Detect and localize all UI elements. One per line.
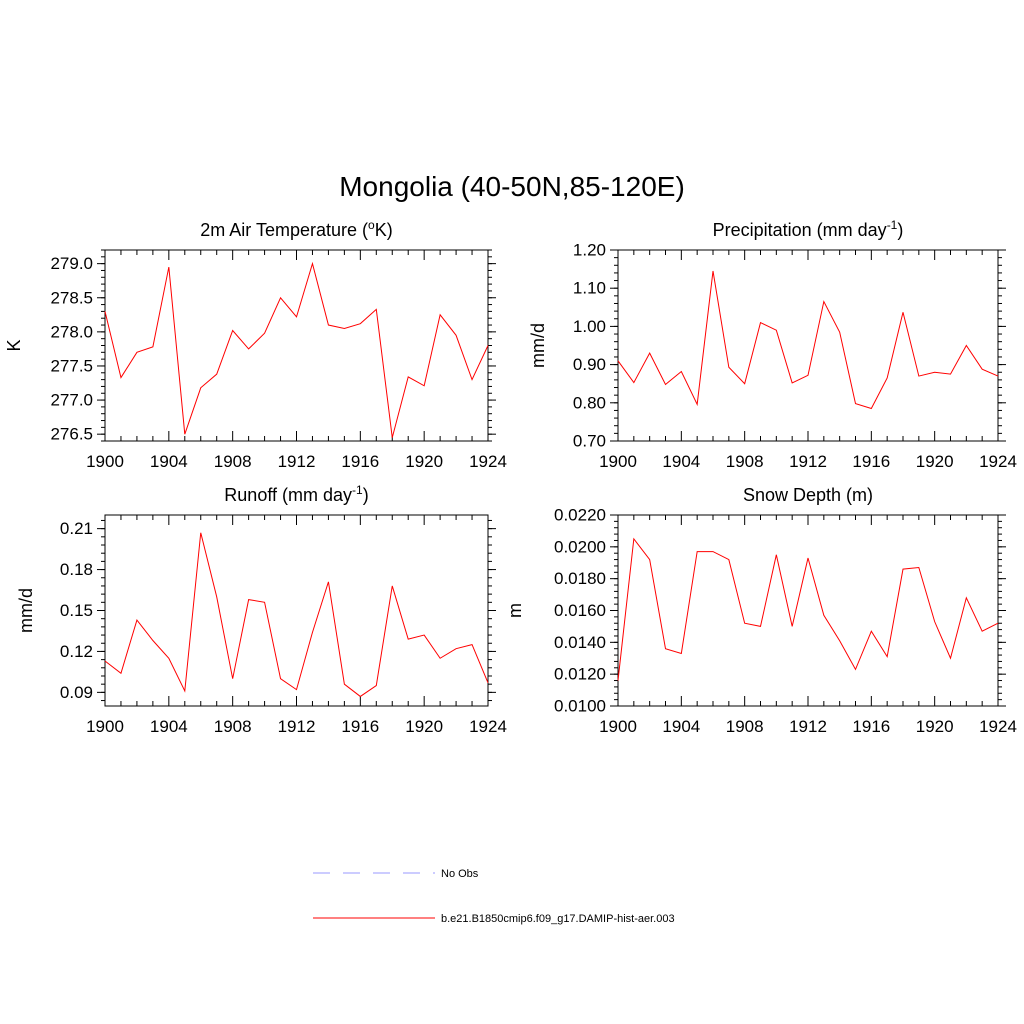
figure-title: Mongolia (40-50N,85-120E) [339, 171, 685, 202]
air-temperature-ylabel: K [4, 339, 24, 351]
snow-depth-ylabel: m [505, 603, 525, 618]
snow-depth-ytick-label: 0.0140 [554, 633, 606, 652]
air-temperature-title: 2m Air Temperature (oK) [200, 218, 392, 240]
snow-depth-ytick-label: 0.0120 [554, 665, 606, 684]
runoff-xtick-label: 1904 [150, 717, 188, 736]
air-temperature-ytick-label: 278.0 [50, 322, 93, 341]
legend-label-model: b.e21.B1850cmip6.f09_g17.DAMIP-hist-aer.… [441, 913, 675, 925]
precipitation-xtick-label: 1916 [852, 452, 890, 471]
runoff-series-line [104, 532, 489, 698]
precipitation-xtick-label: 1908 [726, 452, 764, 471]
runoff-title-sup: -1 [352, 483, 363, 497]
precipitation-xtick-label: 1912 [789, 452, 827, 471]
snow-depth-xtick-label: 1904 [662, 717, 700, 736]
precipitation-ytick-label: 1.10 [573, 279, 606, 298]
air-temperature-ytick-label: 278.5 [50, 288, 93, 307]
precipitation-ytick-label: 0.80 [573, 393, 606, 412]
air-temperature-xtick-label: 1916 [341, 452, 379, 471]
air-temperature-xtick-label: 1912 [278, 452, 316, 471]
runoff-xtick-label: 1924 [469, 717, 507, 736]
runoff-ytick-label: 0.15 [60, 601, 93, 620]
precipitation-title-rest: ) [897, 220, 903, 240]
runoff-ylabel: mm/d [16, 588, 36, 633]
snow-depth-xtick-label: 1920 [916, 717, 954, 736]
snow-depth-xtick-label: 1916 [852, 717, 890, 736]
precipitation-plot-frame [617, 249, 999, 442]
snow-depth-ytick-label: 0.0180 [554, 569, 606, 588]
runoff-xtick-label: 1920 [405, 717, 443, 736]
snow-depth-ytick-label: 0.0160 [554, 601, 606, 620]
air-temperature-title-main: 2m Air Temperature ( [200, 220, 368, 240]
precipitation-title-main: Precipitation (mm day [713, 220, 887, 240]
runoff-ytick-label: 0.09 [60, 683, 93, 702]
runoff-title-main: Runoff (mm day [224, 485, 352, 505]
runoff-ytick-label: 0.21 [60, 519, 93, 538]
panel-runoff: Runoff (mm day-1) mm/d 1900 1904 1908 1912 191… [16, 483, 507, 736]
snow-depth-plot-frame [617, 514, 999, 707]
air-temperature-xtick-label: 1900 [86, 452, 124, 471]
air-temperature-ytick-label: 279.0 [50, 254, 93, 273]
snow-depth-title-main: Snow Depth (m) [743, 485, 873, 505]
precipitation-ytick-label: 1.20 [573, 241, 606, 260]
snow-depth-xtick-label: 1924 [979, 717, 1017, 736]
air-temperature-plot-frame [104, 249, 489, 442]
snow-depth-ytick-label: 0.0100 [554, 697, 606, 716]
air-temperature-ytick-label: 277.5 [50, 356, 93, 375]
legend: No Obs b.e21.B1850cmip6.f09_g17.DAMIP-hi… [313, 868, 675, 925]
precipitation-xtick-label: 1920 [916, 452, 954, 471]
panel-air-temperature: 2m Air Temperature (oK) K 1900 1904 1908 1912… [4, 218, 507, 471]
precipitation-title-sup: -1 [887, 218, 898, 232]
precipitation-xtick-label: 1900 [599, 452, 637, 471]
runoff-title: Runoff (mm day-1) [224, 483, 368, 505]
precipitation-ytick-label: 1.00 [573, 317, 606, 336]
air-temperature-series-line [104, 261, 489, 438]
snow-depth-ytick-label: 0.0200 [554, 537, 606, 556]
precipitation-ylabel: mm/d [528, 323, 548, 368]
runoff-xtick-label: 1912 [278, 717, 316, 736]
runoff-ytick-label: 0.18 [60, 560, 93, 579]
snow-depth-ytick-label: 0.0220 [554, 506, 606, 525]
snow-depth-series-line [617, 537, 999, 681]
air-temperature-xtick-label: 1904 [150, 452, 188, 471]
air-temperature-ytick-label: 277.0 [50, 391, 93, 410]
precipitation-ytick-label: 0.90 [573, 355, 606, 374]
air-temperature-xtick-label: 1908 [214, 452, 252, 471]
precipitation-xtick-label: 1924 [979, 452, 1017, 471]
runoff-xtick-label: 1908 [214, 717, 252, 736]
air-temperature-title-rest: K) [375, 220, 393, 240]
snow-depth-xtick-label: 1900 [599, 717, 637, 736]
runoff-xtick-label: 1916 [341, 717, 379, 736]
air-temperature-xtick-label: 1920 [405, 452, 443, 471]
runoff-plot-frame [104, 514, 489, 707]
precipitation-series-line [617, 270, 999, 410]
snow-depth-xtick-label: 1912 [789, 717, 827, 736]
snow-depth-title: Snow Depth (m) [743, 485, 873, 505]
precipitation-xtick-label: 1904 [662, 452, 700, 471]
runoff-ytick-label: 0.12 [60, 642, 93, 661]
panel-snow-depth: Snow Depth (m) m 1900 1904 1908 1912 1916 1920 1… [505, 485, 1017, 736]
precipitation-title: Precipitation (mm day-1) [713, 218, 904, 240]
snow-depth-xtick-label: 1908 [726, 717, 764, 736]
precipitation-ytick-label: 0.70 [573, 432, 606, 451]
air-temperature-ytick-label: 276.5 [50, 425, 93, 444]
panel-precipitation: Precipitation (mm day-1) mm/d 1900 1904 1908… [528, 218, 1017, 471]
runoff-title-rest: ) [363, 485, 369, 505]
legend-label-no-obs: No Obs [441, 868, 479, 880]
air-temperature-title-sup: o [368, 218, 375, 232]
air-temperature-xtick-label: 1924 [469, 452, 507, 471]
runoff-xtick-label: 1900 [86, 717, 124, 736]
